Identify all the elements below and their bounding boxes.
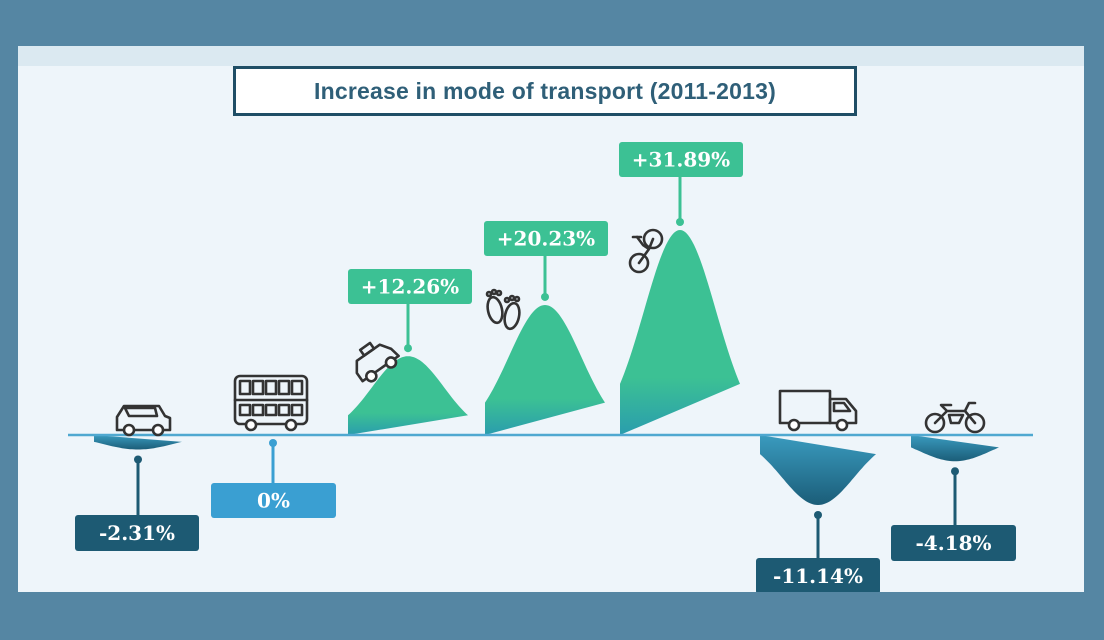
area-peak-truck [760, 435, 876, 505]
label-box-walking [484, 221, 608, 256]
data-label-taxi: +12.26% [348, 269, 472, 353]
chart-panel: -2.31% 0% +12.26% +20.23% +31.89% -11.14% -4.1… [18, 46, 1084, 592]
value-label-bicycle: +31.89% [632, 148, 730, 172]
label-box-bicycle [619, 142, 743, 177]
label-box-taxi [348, 269, 472, 304]
chart-canvas: -2.31% 0% +12.26% +20.23% +31.89% -11.14% -4.1… [68, 142, 1033, 592]
car-icon [115, 404, 172, 437]
data-label-car: -2.31% [75, 455, 199, 551]
taxi-icon [355, 341, 400, 383]
value-label-bus: 0% [257, 489, 290, 513]
connector-dot-motorcycle [951, 467, 959, 476]
footprints-icon [485, 288, 521, 331]
connector-dot-walking [541, 292, 549, 301]
data-labels: -2.31% 0% +12.26% +20.23% +31.89% -11.14% -4.1… [75, 142, 1016, 592]
area-peak-walking [485, 305, 605, 435]
data-label-bus: 0% [211, 439, 336, 518]
connector-dot-bus [269, 439, 277, 447]
connector-dot-car [134, 455, 142, 464]
connector-dot-truck [814, 511, 822, 519]
area-peak-car [94, 435, 182, 450]
label-box-motorcycle [891, 525, 1016, 561]
value-label-taxi: +12.26% [361, 275, 459, 299]
label-box-bus [211, 483, 336, 518]
area-peak-motorcycle [911, 435, 999, 462]
truck-icon [778, 389, 858, 432]
bicycle-icon [628, 228, 664, 274]
value-label-motorcycle: -4.18% [915, 531, 991, 555]
data-label-walking: +20.23% [484, 221, 608, 301]
value-label-car: -2.31% [99, 521, 175, 545]
data-label-bicycle: +31.89% [619, 142, 743, 226]
area-peak-bicycle [620, 230, 740, 435]
panel-top-band [18, 46, 1084, 66]
category-icons [115, 228, 986, 437]
label-box-truck [756, 558, 880, 592]
chart-title-box: Increase in mode of transport (2011-2013… [233, 66, 857, 116]
area-peak-taxi [348, 356, 468, 435]
data-label-truck: -11.14% [756, 511, 880, 592]
chart-title: Increase in mode of transport (2011-2013… [314, 77, 776, 104]
value-label-truck: -11.14% [773, 564, 863, 588]
motorcycle-icon [924, 401, 986, 434]
connector-dot-taxi [404, 344, 412, 353]
area-series [94, 230, 999, 505]
connector-dot-bicycle [676, 218, 684, 226]
label-box-car [75, 515, 199, 551]
data-label-motorcycle: -4.18% [891, 467, 1016, 561]
value-label-walking: +20.23% [497, 227, 595, 251]
bus-icon [233, 374, 309, 432]
